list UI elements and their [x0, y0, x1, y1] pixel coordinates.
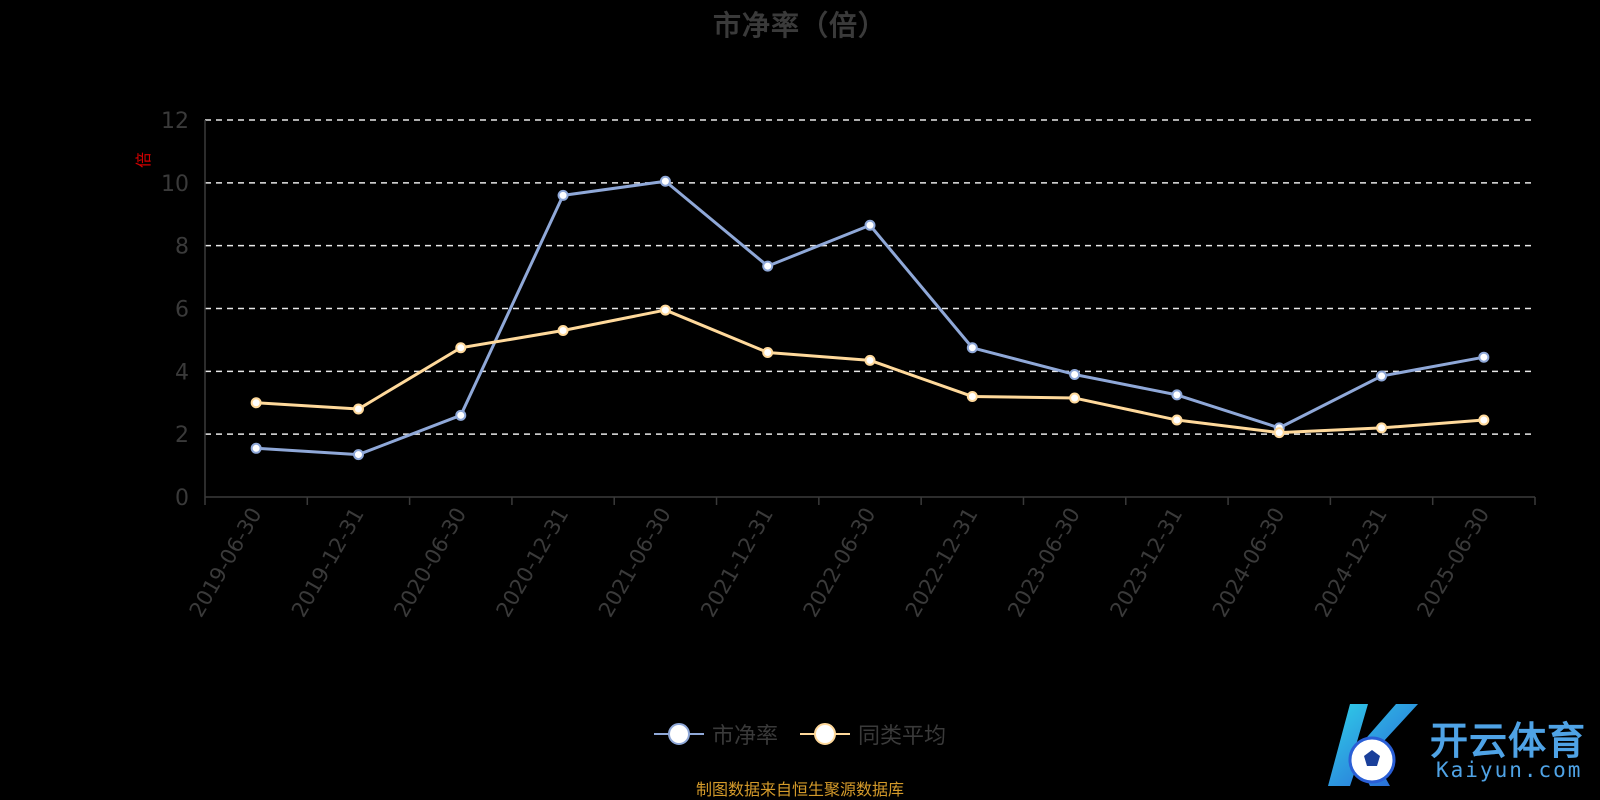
x-tick-label: 2021-06-30	[594, 504, 676, 622]
y-tick-label: 2	[175, 423, 189, 448]
x-tick-label: 2024-12-31	[1310, 504, 1392, 622]
data-point-0	[864, 219, 876, 231]
x-tick-label: 2021-12-31	[696, 504, 778, 622]
x-tick-label: 2020-12-31	[492, 504, 574, 622]
data-point-0	[966, 342, 978, 354]
data-point-1	[455, 342, 467, 354]
x-tick-label: 2024-06-30	[1208, 504, 1290, 622]
legend-marker-peer-avg	[800, 722, 850, 746]
data-point-1	[966, 390, 978, 402]
brand-logo: 开云体育 Kaiyun.com	[1310, 696, 1600, 800]
x-tick-label: 2019-12-31	[287, 504, 369, 622]
legend-label-peer-avg: 同类平均	[858, 724, 947, 749]
data-point-1	[557, 324, 569, 336]
logo-k-icon	[1328, 704, 1418, 786]
data-point-0	[1478, 351, 1490, 363]
data-point-0	[455, 409, 467, 421]
data-point-1	[1069, 392, 1081, 404]
y-tick-label: 4	[175, 360, 189, 385]
data-point-1	[1376, 422, 1388, 434]
data-point-0	[762, 260, 774, 272]
chart-title: 市净率（倍）	[712, 9, 887, 42]
legend-marker-pb	[653, 722, 704, 746]
data-point-0	[352, 449, 364, 461]
data-point-0	[1171, 389, 1183, 401]
x-tick-label: 2023-12-31	[1105, 504, 1187, 622]
data-point-0	[557, 189, 569, 201]
data-point-1	[352, 403, 364, 415]
logo-text-en: Kaiyun.com	[1436, 758, 1583, 782]
x-tick-label: 2022-12-31	[901, 503, 983, 621]
y-tick-label: 6	[175, 298, 189, 323]
y-tick-label: 12	[161, 109, 189, 134]
data-point-1	[1273, 427, 1285, 439]
legend: 市净率 同类平均	[0, 718, 1600, 750]
data-point-1	[762, 346, 774, 358]
legend-label-pb: 市净率	[711, 724, 778, 749]
y-tick-label: 0	[175, 486, 189, 511]
data-point-0	[250, 442, 262, 454]
x-tick-label: 2019-06-30	[185, 504, 267, 622]
data-point-0	[1069, 368, 1081, 380]
x-tick-label: 2023-06-30	[1003, 504, 1085, 622]
data-point-1	[1171, 414, 1183, 426]
logo-text-cn: 开云体育	[1430, 719, 1587, 763]
data-point-0	[659, 175, 671, 187]
data-point-1	[250, 397, 262, 409]
legend-item-pb[interactable]: 市净率	[653, 718, 778, 750]
legend-item-peer-avg[interactable]: 同类平均	[800, 718, 946, 750]
y-tick-label: 10	[161, 172, 189, 197]
data-point-0	[1376, 370, 1388, 382]
data-point-1	[659, 304, 671, 316]
data-point-1	[864, 354, 876, 366]
source-note: 制图数据来自恒生聚源数据库	[695, 780, 904, 799]
x-tick-label: 2020-06-30	[389, 504, 471, 622]
x-tick-label: 2022-06-30	[799, 504, 881, 622]
y-tick-label: 8	[175, 235, 189, 260]
data-point-1	[1478, 414, 1490, 426]
x-tick-label: 2025-06-30	[1412, 504, 1494, 622]
